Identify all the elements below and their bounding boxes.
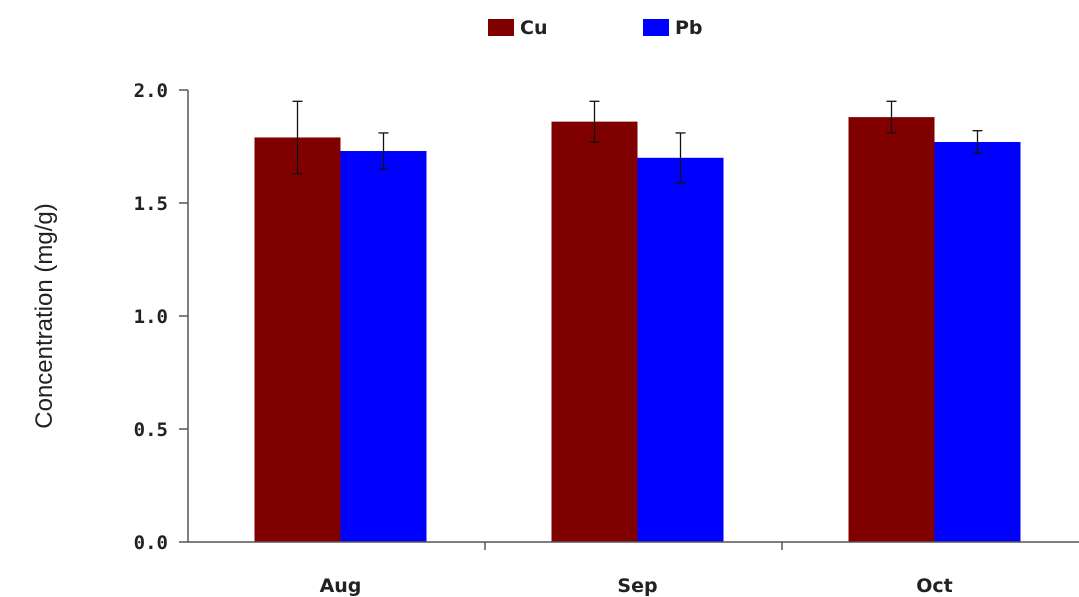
x-tick-label: Aug — [320, 575, 362, 597]
x-tick-label: Oct — [916, 575, 953, 597]
legend-label-cu: Cu — [520, 17, 547, 39]
legend-label-pb: Pb — [675, 17, 703, 39]
bar-cu-aug — [254, 137, 341, 542]
bar-pb-aug — [340, 151, 427, 542]
x-axis-ticks: Aug Sep Oct — [320, 542, 953, 597]
legend: Cu Pb — [488, 17, 703, 39]
bar-pb-oct — [934, 141, 1021, 543]
bar-cu-sep — [551, 121, 638, 542]
bars — [254, 117, 1021, 543]
y-tick-label: 0.5 — [134, 419, 168, 441]
y-tick-label: 1.5 — [134, 193, 168, 215]
legend-swatch-pb — [643, 19, 669, 36]
legend-swatch-cu — [488, 19, 514, 36]
x-tick-label: Sep — [617, 575, 657, 597]
error-bars — [292, 100, 983, 184]
y-tick-label: 1.0 — [134, 306, 168, 328]
y-axis-label: Concentration (mg/g) — [31, 203, 58, 428]
y-tick-label: 2.0 — [134, 80, 168, 102]
y-axis-ticks: 0.0 0.5 1.0 1.5 2.0 — [134, 80, 188, 554]
bar-pb-sep — [637, 157, 724, 543]
bar-cu-oct — [848, 117, 935, 543]
y-tick-label: 0.0 — [134, 532, 168, 554]
